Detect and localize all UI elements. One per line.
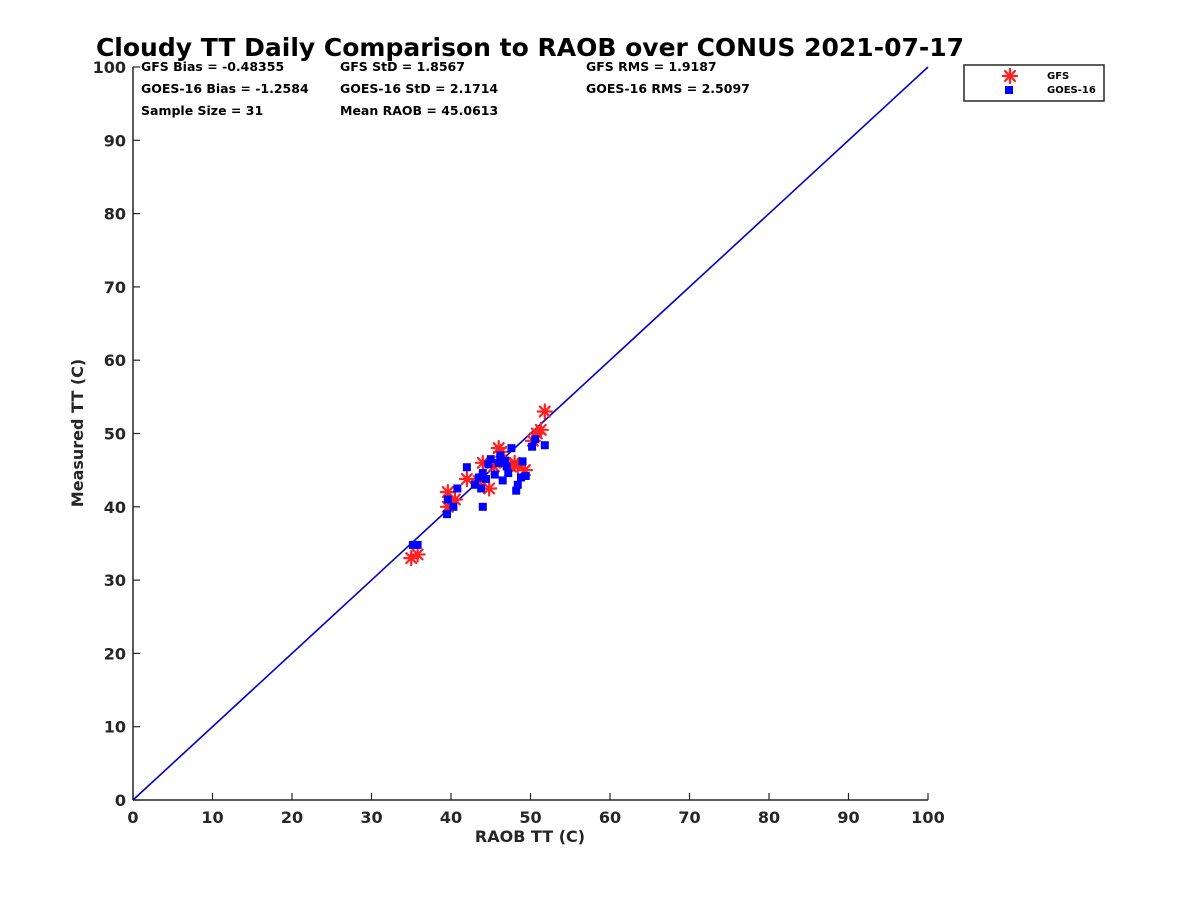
goes-16-point — [521, 472, 530, 481]
gfs-point — [536, 403, 553, 420]
goes-16-point — [474, 473, 483, 482]
stat-gfs-bias: GFS Bias = -0.48355 — [141, 59, 284, 74]
goes-16-point — [496, 451, 505, 460]
legend-goes-marker — [1005, 86, 1013, 94]
stat-goes-rms: GOES-16 RMS = 2.5097 — [586, 81, 750, 96]
y-axis-label: Measured TT (C) — [68, 359, 87, 507]
stat-gfs-rms: GFS RMS = 1.9187 — [586, 59, 717, 74]
y-tick-label: 70 — [104, 278, 126, 297]
goes-16-point — [504, 469, 513, 478]
x-tick-label: 60 — [599, 808, 621, 827]
gfs-point — [458, 470, 475, 488]
goes-16-point — [413, 540, 422, 549]
x-axis-ticks: 0 10 20 30 40 50 60 70 80 90 100 — [127, 793, 945, 827]
legend-goes-label: GOES-16 — [1047, 85, 1096, 96]
goes-16-point — [449, 502, 458, 511]
goes-16-point — [507, 444, 516, 453]
goes-16-point — [478, 502, 487, 511]
y-tick-label: 100 — [93, 58, 126, 77]
goes-16-point — [484, 460, 493, 469]
legend-box — [963, 64, 1105, 102]
y-tick-label: 30 — [104, 571, 126, 590]
goes-16-point — [486, 455, 495, 464]
goes-16-point — [518, 457, 527, 466]
goes-16-point — [502, 462, 511, 471]
x-tick-label: 90 — [837, 808, 859, 827]
stats-block: GFS Bias = -0.48355 GFS StD = 1.8567 GFS… — [141, 59, 750, 118]
goes-16-point — [477, 484, 486, 493]
x-tick-label: 70 — [678, 808, 700, 827]
legend-goes-square — [1005, 86, 1013, 94]
x-tick-label: 40 — [440, 808, 462, 827]
x-tick-label: 20 — [281, 808, 303, 827]
goes-16-point — [528, 442, 537, 451]
stat-gfs-std: GFS StD = 1.8567 — [340, 59, 465, 74]
y-tick-label: 40 — [104, 498, 126, 517]
y-tick-label: 10 — [104, 718, 126, 737]
legend-gfs-asterisk — [1001, 67, 1019, 85]
goes-16-point — [498, 476, 507, 485]
goes-16-point — [453, 484, 462, 493]
y-axis-ticks: 0 10 20 30 40 50 60 70 80 90 100 — [93, 58, 140, 810]
goes-16-point — [540, 441, 549, 450]
goes-16-point — [512, 486, 521, 495]
x-axis-label: RAOB TT (C) — [475, 827, 585, 846]
goes-16-point — [490, 470, 499, 479]
goes-16-point — [531, 435, 540, 444]
goes-16-point — [501, 456, 510, 465]
x-tick-label: 80 — [758, 808, 780, 827]
y-tick-label: 80 — [104, 205, 126, 224]
gfs-point — [409, 546, 426, 563]
series-gfs — [403, 403, 553, 567]
goes-16-point — [513, 480, 522, 489]
goes-16-point — [494, 458, 503, 467]
stat-goes-bias: GOES-16 Bias = -1.2584 — [141, 81, 309, 96]
gfs-point — [481, 480, 498, 497]
y-tick-label: 50 — [104, 425, 126, 444]
stat-goes-std: GOES-16 StD = 2.1714 — [340, 81, 498, 96]
chart-title: Cloudy TT Daily Comparison to RAOB over … — [96, 33, 964, 62]
legend-gfs-label: GFS — [1047, 71, 1069, 82]
goes-16-point — [408, 540, 417, 549]
y-tick-label: 60 — [104, 351, 126, 370]
stat-sample-size: Sample Size = 31 — [141, 103, 263, 118]
y-tick-label: 0 — [115, 791, 126, 810]
goes-16-point — [516, 473, 525, 482]
goes-16-point — [478, 469, 487, 478]
goes-16-point — [481, 474, 490, 483]
x-tick-label: 0 — [127, 808, 138, 827]
series-layer — [403, 403, 553, 567]
goes-16-point — [470, 480, 479, 489]
x-tick-label: 100 — [911, 808, 944, 827]
gfs-point — [532, 421, 549, 438]
goes-16-point — [443, 495, 452, 504]
goes-16-point — [443, 510, 452, 519]
stat-mean-raob: Mean RAOB = 45.0613 — [340, 103, 498, 118]
series-goes-16 — [408, 435, 549, 549]
legend-gfs-marker — [1001, 67, 1019, 85]
legend: GFS GOES-16 — [963, 64, 1105, 102]
y-tick-label: 90 — [104, 131, 126, 150]
x-tick-label: 30 — [360, 808, 382, 827]
goes-16-point — [462, 463, 471, 472]
y-tick-label: 20 — [104, 644, 126, 663]
x-tick-label: 50 — [519, 808, 541, 827]
x-tick-label: 10 — [201, 808, 223, 827]
